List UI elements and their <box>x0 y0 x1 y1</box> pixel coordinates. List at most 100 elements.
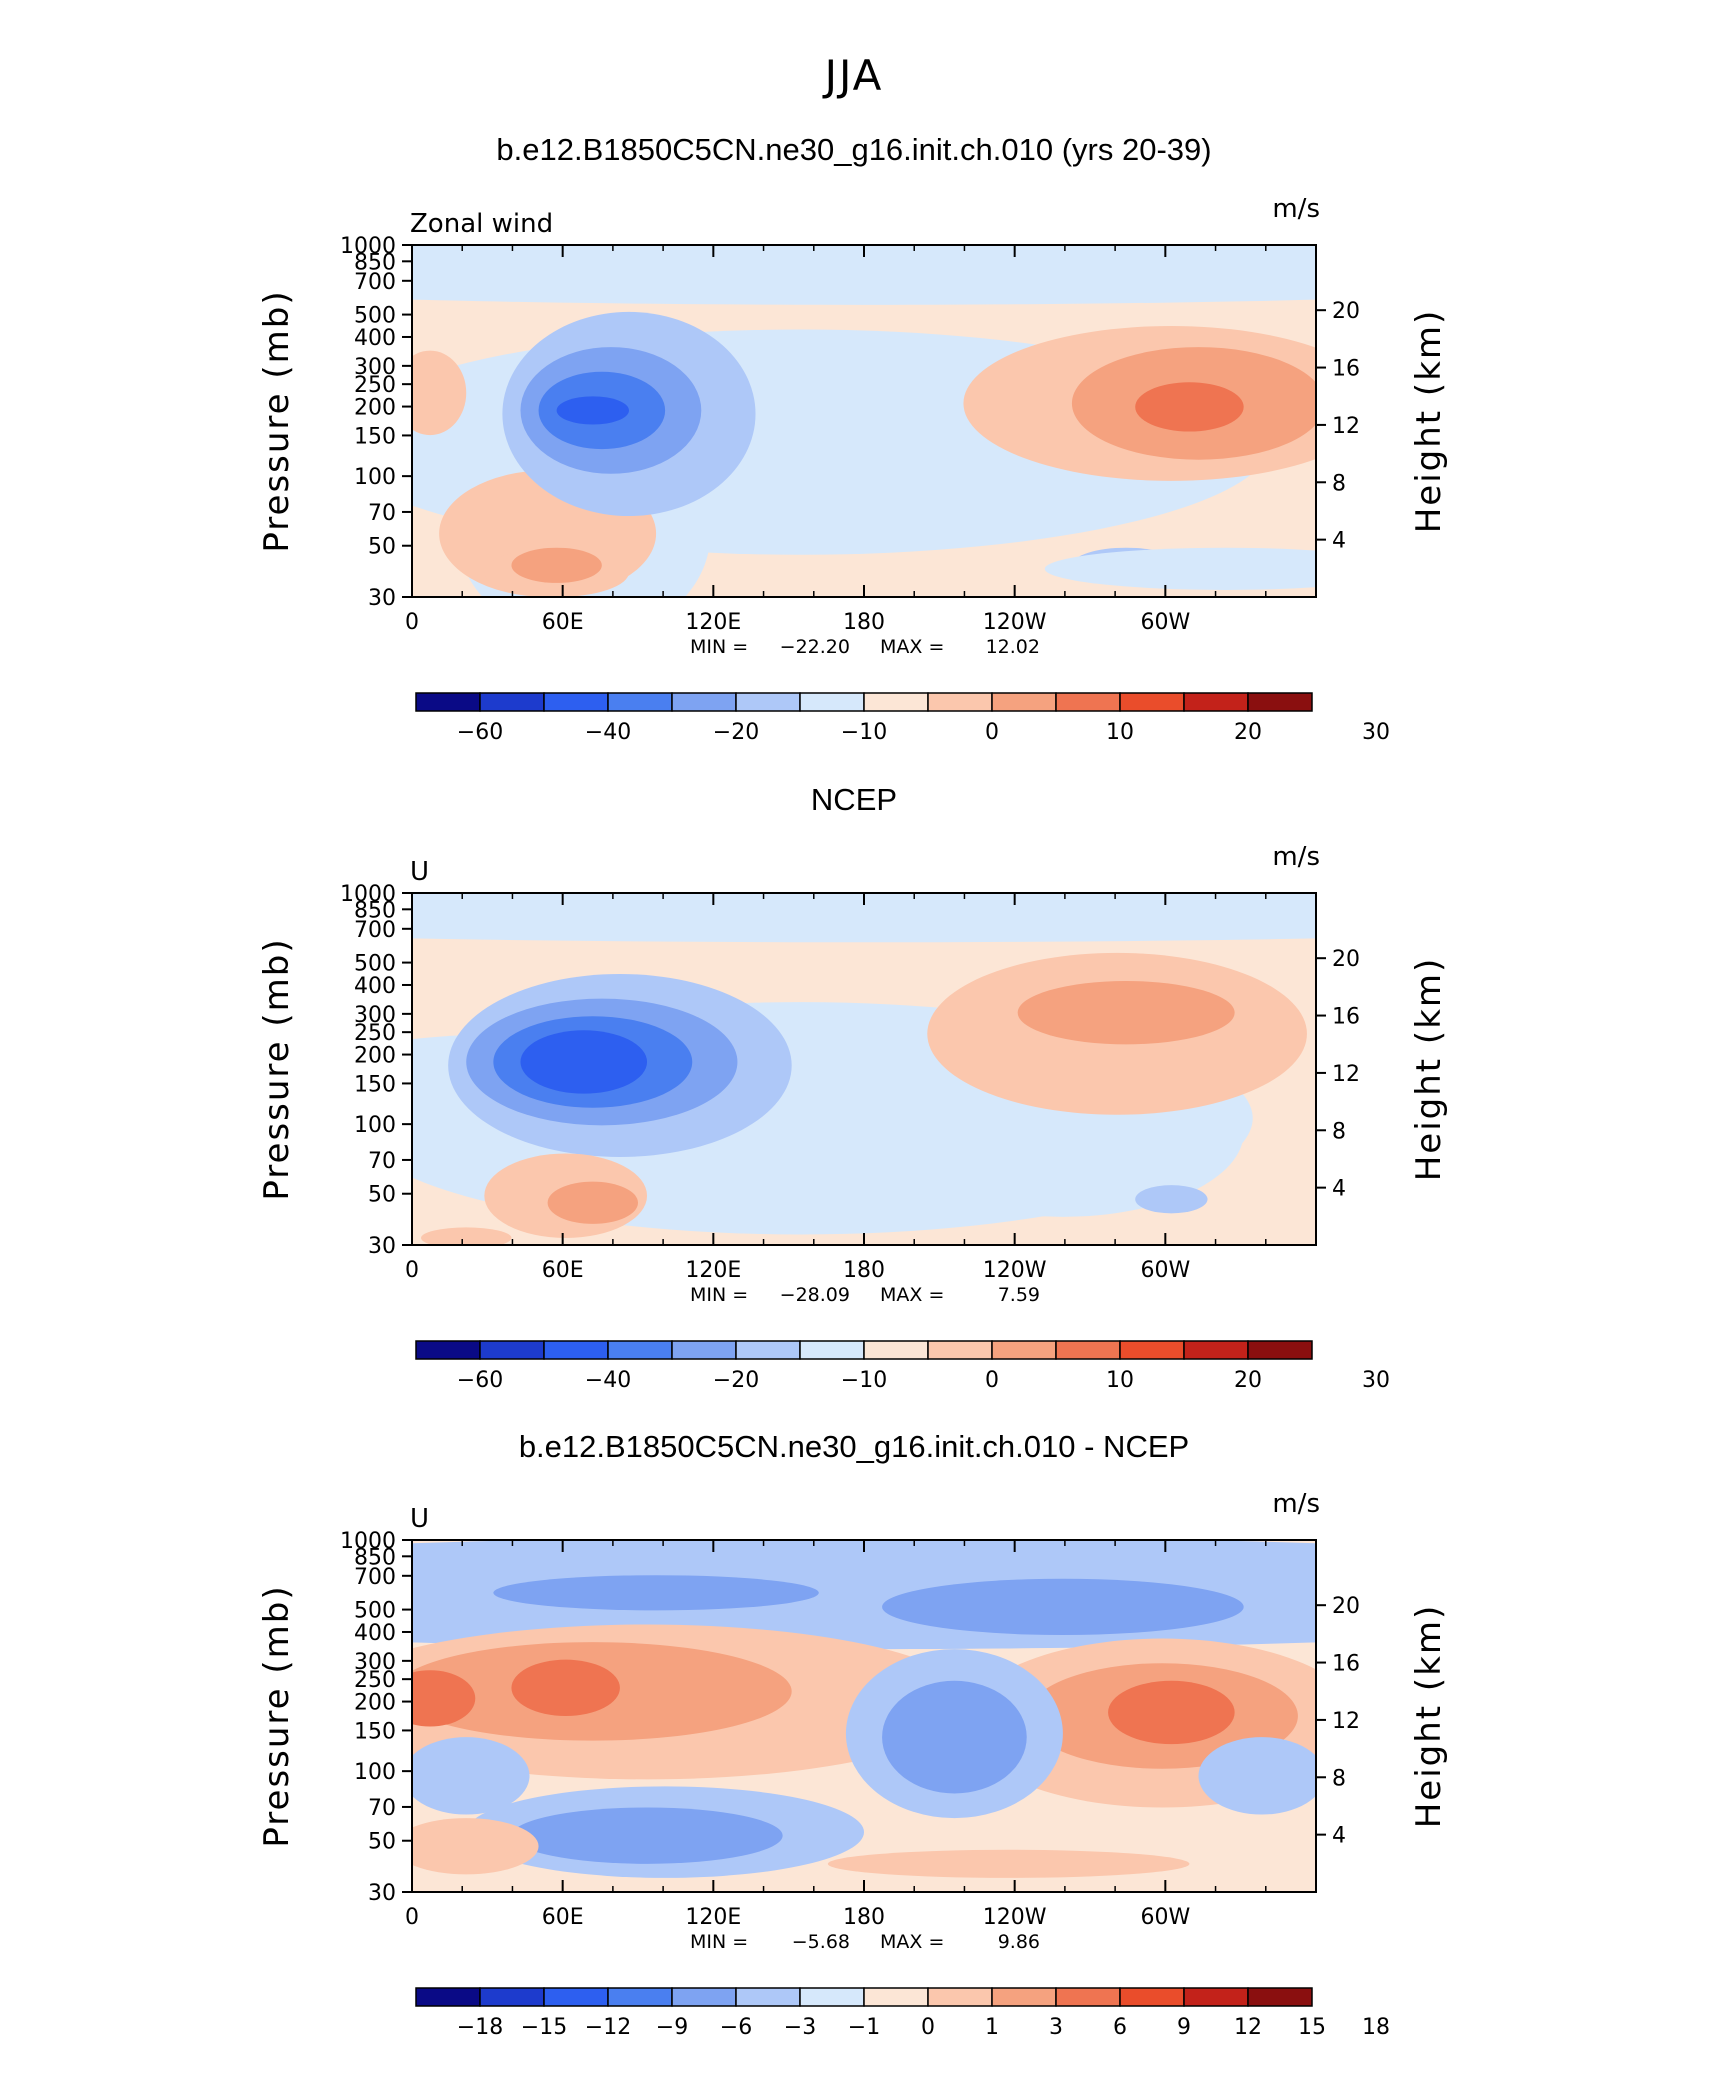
y-tick-label: 30 <box>368 1234 396 1259</box>
y-tick-label: 100 <box>354 1760 396 1785</box>
panel-title: b.e12.B1850C5CN.ne30_g16.init.ch.010 (yr… <box>496 132 1211 167</box>
y-tick-label: 500 <box>354 952 396 977</box>
colorbar-swatch <box>543 1987 609 2007</box>
y-tick-label: 30 <box>368 586 396 611</box>
colorbar-swatch <box>671 692 737 712</box>
colorbar-label: −15 <box>521 2015 567 2040</box>
contour-region-14 <box>1135 1185 1208 1214</box>
min-label: MIN = <box>690 636 748 658</box>
contour-region-18 <box>1044 547 1316 590</box>
contour-region-16 <box>412 350 467 436</box>
colorbar-swatch <box>1055 1987 1121 2007</box>
x-tick-label: 180 <box>843 1258 885 1283</box>
colorbar-swatch <box>1119 1987 1185 2007</box>
colorbar-label: 12 <box>1234 2015 1262 2040</box>
min-label: MIN = <box>690 1284 748 1306</box>
colorbar-swatch <box>1119 1340 1185 1360</box>
colorbar-swatch <box>735 1340 801 1360</box>
y-tick-label: 50 <box>368 535 396 560</box>
colorbar-swatch <box>1183 692 1249 712</box>
panel-3: b.e12.B1850C5CN.ne30_g16.init.ch.010 - N… <box>257 1429 1449 2040</box>
colorbar-swatch <box>671 1340 737 1360</box>
contour-region-8 <box>511 547 602 583</box>
colorbar-swatch <box>991 1987 1057 2007</box>
contour-region-8 <box>511 1659 620 1716</box>
panel-1: b.e12.B1850C5CN.ne30_g16.init.ch.010 (yr… <box>257 132 1449 745</box>
x-tick-label: 180 <box>843 1905 885 1930</box>
y2-tick-label: 16 <box>1332 1005 1360 1030</box>
contour-field <box>412 245 1316 597</box>
colorbar-swatch <box>927 1340 993 1360</box>
colorbar-swatch <box>991 1340 1057 1360</box>
y-tick-label: 200 <box>354 1044 396 1069</box>
y-tick-label: 700 <box>354 918 396 943</box>
x-tick-label: 120E <box>685 610 741 635</box>
y2-tick-label: 8 <box>1332 1766 1346 1791</box>
max-label: MAX = <box>880 1284 944 1306</box>
y-tick-label: 150 <box>354 424 396 449</box>
colorbar-swatch <box>1247 692 1313 712</box>
contour-region-4 <box>882 1578 1244 1636</box>
colorbar-swatch <box>543 1340 609 1360</box>
y-tick-label: 200 <box>354 1691 396 1716</box>
x-tick-label: 0 <box>405 1905 419 1930</box>
y2-tick-label: 4 <box>1332 529 1346 554</box>
colorbar-label: −10 <box>841 1368 887 1393</box>
colorbar-swatch <box>799 692 865 712</box>
colorbar-label: −3 <box>784 2015 816 2040</box>
colorbar-swatch <box>479 1340 545 1360</box>
contour-region-15 <box>421 1227 512 1245</box>
max-label: MAX = <box>880 1931 944 1953</box>
contour-field <box>412 1540 1316 1892</box>
y2-tick-label: 20 <box>1332 1594 1360 1619</box>
y-tick-label: 70 <box>368 501 396 526</box>
x-tick-label: 180 <box>843 610 885 635</box>
y-tick-label: 1000 <box>340 234 396 259</box>
y-tick-label: 150 <box>354 1719 396 1744</box>
y2-tick-label: 20 <box>1332 947 1360 972</box>
x-tick-label: 60E <box>542 1905 584 1930</box>
colorbar-swatch <box>415 1987 481 2007</box>
colorbar-label: 6 <box>1113 2015 1127 2040</box>
panel-title: NCEP <box>811 782 897 817</box>
min-value: −28.09 <box>780 1284 850 1306</box>
y2-tick-label: 20 <box>1332 299 1360 324</box>
colorbar-label: 10 <box>1106 720 1134 745</box>
colorbar-swatch <box>863 692 929 712</box>
y-tick-label: 50 <box>368 1830 396 1855</box>
y2-tick-label: 16 <box>1332 1652 1360 1677</box>
units-label: m/s <box>1272 1489 1320 1519</box>
colorbar-label: −18 <box>457 2015 503 2040</box>
min-value: −22.20 <box>780 636 850 658</box>
y-tick-label: 70 <box>368 1149 396 1174</box>
y-tick-label: 1000 <box>340 882 396 907</box>
contour-region-2 <box>412 893 1316 943</box>
min-value: −5.68 <box>792 1931 850 1953</box>
colorbar-swatch <box>799 1987 865 2007</box>
y-tick-label: 400 <box>354 974 396 999</box>
colorbar: −60 −40 −20 −10 0 10 20 30 <box>415 692 1390 745</box>
contour-region-15 <box>1135 382 1244 432</box>
contour-region-19 <box>827 1849 1190 1878</box>
y2-tick-label: 4 <box>1332 1177 1346 1202</box>
x-tick-label: 120W <box>983 1905 1047 1930</box>
y-tick-label: 400 <box>354 1621 396 1646</box>
contour-region-18 <box>412 1818 539 1875</box>
y-tick-label: 100 <box>354 465 396 490</box>
y2-tick-label: 12 <box>1332 414 1360 439</box>
colorbar-label: −1 <box>848 2015 880 2040</box>
figure-title: JJA <box>822 51 884 100</box>
y-tick-label: 70 <box>368 1796 396 1821</box>
x-tick-label: 60E <box>542 610 584 635</box>
contour-region-3 <box>412 245 1316 305</box>
colorbar-label: −40 <box>585 720 631 745</box>
x-tick-label: 120W <box>983 1258 1047 1283</box>
y2-tick-label: 8 <box>1332 471 1346 496</box>
x-tick-label: 120E <box>685 1905 741 1930</box>
contour-region-12 <box>556 396 629 425</box>
colorbar-label: 30 <box>1362 720 1390 745</box>
y2-axis-label: Height (km) <box>1409 309 1449 534</box>
contour-region-9 <box>412 1670 476 1727</box>
colorbar-label: −20 <box>713 1368 759 1393</box>
